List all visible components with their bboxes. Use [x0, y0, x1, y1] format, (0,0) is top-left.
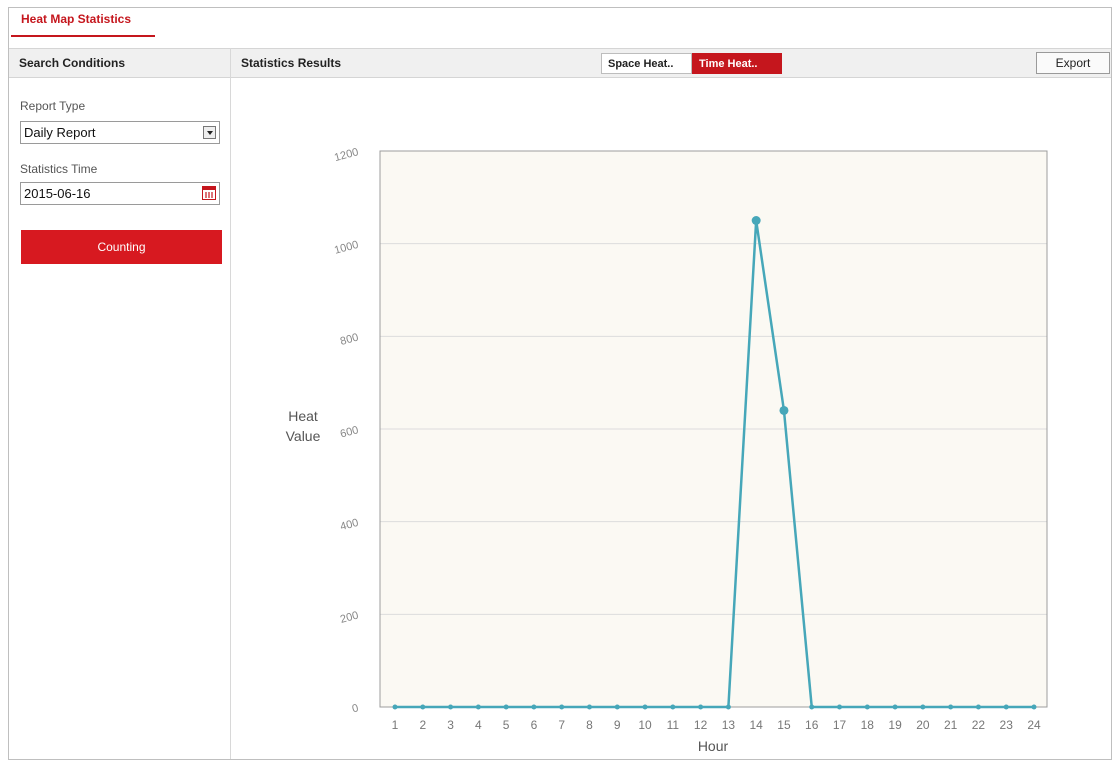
- time-heat-toggle[interactable]: Time Heat..: [692, 53, 782, 74]
- tab-heat-map-statistics[interactable]: Heat Map Statistics: [11, 8, 155, 37]
- x-tick-label: 23: [1000, 718, 1014, 732]
- data-point: [892, 704, 898, 710]
- y-tick-label: 400: [339, 517, 360, 533]
- heat-map-statistics-panel: Heat Map Statistics Search Conditions St…: [8, 7, 1112, 760]
- x-tick-label: 22: [972, 718, 986, 732]
- search-conditions-header: Search Conditions: [9, 48, 230, 78]
- y-axis-label-line2: Value: [286, 428, 321, 444]
- data-point: [503, 704, 509, 710]
- x-tick-label: 19: [888, 718, 902, 732]
- statistics-results-header: Statistics Results Space Heat.. Time Hea…: [231, 48, 1111, 78]
- y-tick-label: 1200: [333, 146, 360, 164]
- data-point: [751, 216, 761, 225]
- report-type-label: Report Type: [20, 99, 86, 113]
- data-point: [614, 704, 620, 710]
- x-tick-label: 14: [749, 718, 763, 732]
- data-point: [670, 704, 676, 710]
- data-point: [1031, 704, 1037, 710]
- data-point: [698, 704, 704, 710]
- counting-button[interactable]: Counting: [21, 230, 222, 264]
- x-tick-label: 9: [614, 718, 621, 732]
- data-point: [531, 704, 537, 710]
- tab-bar: Heat Map Statistics: [9, 8, 1111, 46]
- data-point: [975, 704, 981, 710]
- y-tick-labels: 0 200 400 600 800 1000 1200: [333, 146, 360, 715]
- chart-grid: [380, 243, 1047, 615]
- x-tick-label: 3: [447, 718, 454, 732]
- x-tick-label: 18: [861, 718, 875, 732]
- data-point: [837, 704, 843, 710]
- data-point: [864, 704, 870, 710]
- data-point: [725, 704, 731, 710]
- export-button[interactable]: Export: [1036, 52, 1110, 74]
- x-tick-labels: 1 2 3 4 5 6 7 8 9 10 11 12 13 14 15 16 17 18 19 20 21 22 23 24: [392, 718, 1041, 732]
- x-tick-label: 16: [805, 718, 819, 732]
- x-tick-label: 4: [475, 718, 482, 732]
- data-point: [586, 704, 592, 710]
- x-tick-label: 17: [833, 718, 847, 732]
- x-tick-label: 20: [916, 718, 930, 732]
- x-tick-label: 15: [777, 718, 791, 732]
- data-point: [420, 704, 426, 710]
- y-tick-label: 600: [339, 424, 360, 440]
- x-tick-label: 6: [531, 718, 538, 732]
- series-line: [392, 216, 1037, 710]
- data-point: [809, 704, 815, 710]
- report-type-value: Daily Report: [24, 125, 96, 140]
- x-tick-label: 13: [722, 718, 736, 732]
- x-tick-label: 1: [392, 718, 399, 732]
- data-point: [559, 704, 565, 710]
- data-point: [392, 704, 398, 710]
- data-point: [1003, 704, 1009, 710]
- y-tick-label: 0: [351, 702, 360, 715]
- x-tick-label: 24: [1027, 718, 1041, 732]
- data-point: [475, 704, 481, 710]
- x-axis-label: Hour: [698, 738, 729, 754]
- statistics-time-field[interactable]: 2015-06-16: [20, 182, 220, 205]
- report-type-select[interactable]: Daily Report: [20, 121, 220, 144]
- panel-divider: [230, 48, 231, 759]
- x-tick-label: 11: [667, 718, 680, 732]
- y-tick-label: 200: [339, 610, 360, 626]
- data-point: [642, 704, 648, 710]
- x-tick-label: 10: [638, 718, 652, 732]
- x-tick-label: 5: [503, 718, 510, 732]
- search-conditions-title: Search Conditions: [19, 56, 126, 70]
- data-point: [920, 704, 926, 710]
- x-tick-label: 8: [586, 718, 593, 732]
- y-tick-label: 800: [339, 332, 360, 348]
- space-heat-toggle[interactable]: Space Heat..: [601, 53, 692, 74]
- statistics-results-title: Statistics Results: [241, 56, 342, 70]
- chevron-down-icon[interactable]: [203, 126, 216, 139]
- data-point: [779, 405, 789, 415]
- data-point: [448, 704, 454, 710]
- x-tick-label: 12: [694, 718, 708, 732]
- calendar-icon[interactable]: [202, 186, 216, 200]
- x-tick-label: 7: [558, 718, 565, 732]
- statistics-time-value: 2015-06-16: [24, 186, 91, 201]
- data-point: [948, 704, 954, 710]
- series-polyline: [395, 220, 1034, 709]
- x-tick-label: 2: [419, 718, 426, 732]
- y-axis-label-line1: Heat: [288, 408, 318, 424]
- y-tick-label: 1000: [333, 239, 360, 257]
- x-tick-label: 21: [944, 718, 958, 732]
- statistics-time-label: Statistics Time: [20, 162, 98, 176]
